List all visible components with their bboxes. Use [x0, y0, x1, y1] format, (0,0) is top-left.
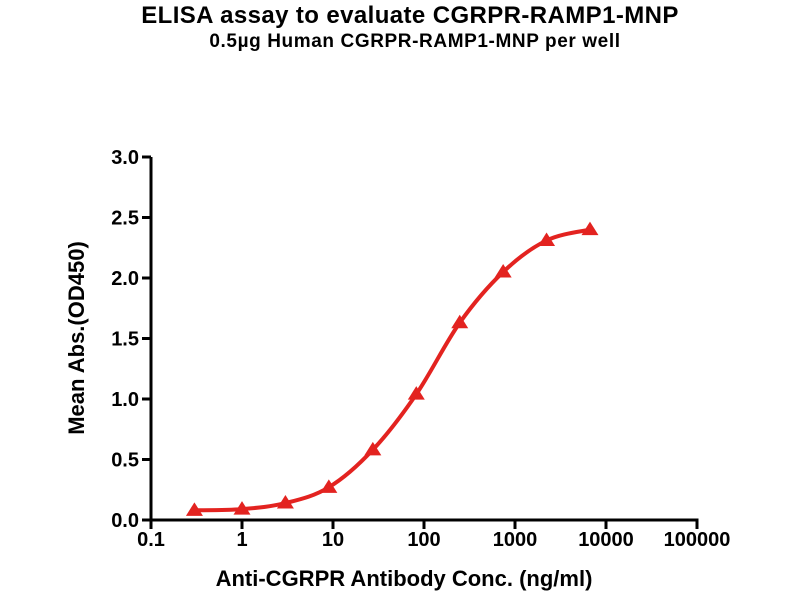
- x-axis-label: Anti-CGRPR Antibody Conc. (ng/ml): [215, 566, 593, 591]
- y-tick-label: 1.5: [111, 329, 139, 351]
- y-axis-label: Mean Abs.(OD450): [64, 241, 89, 435]
- y-tick-label: 2.5: [111, 208, 139, 230]
- chart-subtitle: 0.5µg Human CGRPR-RAMP1-MNP per well: [209, 31, 621, 52]
- x-tick-label: 100000: [664, 529, 731, 551]
- data-point-marker: [451, 314, 469, 329]
- data-point-marker: [407, 386, 425, 400]
- x-tick-label: 10000: [578, 529, 634, 551]
- dose-response-curve: [192, 227, 592, 513]
- x-tick-label: 0.1: [137, 529, 165, 551]
- data-point-marker: [233, 501, 251, 515]
- data-point-marker: [320, 479, 338, 493]
- data-point-marker: [276, 495, 294, 509]
- y-tick-label: 1.0: [111, 389, 139, 411]
- data-point-marker: [538, 232, 556, 246]
- chart-title: ELISA assay to evaluate CGRPR-RAMP1-MNP: [141, 2, 679, 29]
- x-tick-label: 100: [407, 529, 440, 551]
- y-tick-label: 3.0: [111, 147, 139, 169]
- y-tick-label: 0.0: [111, 510, 139, 532]
- data-point-marker: [185, 502, 203, 516]
- data-point-marker: [494, 263, 512, 278]
- data-point-marker: [581, 221, 599, 236]
- x-tick-label: 1: [236, 529, 247, 551]
- data-point-marker: [364, 441, 382, 456]
- y-tick-label: 2.0: [111, 268, 139, 290]
- x-tick-label: 10: [322, 529, 344, 551]
- y-tick-label: 0.5: [111, 450, 139, 472]
- x-tick-label: 1000: [493, 529, 538, 551]
